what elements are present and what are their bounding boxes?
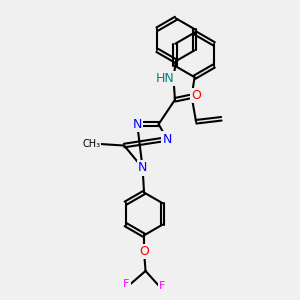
Text: F: F [123, 279, 130, 289]
Text: F: F [159, 281, 166, 291]
Text: HN: HN [156, 72, 175, 85]
Text: N: N [133, 118, 142, 130]
Text: O: O [191, 89, 201, 102]
Text: N: N [138, 161, 147, 174]
Text: CH₃: CH₃ [82, 139, 100, 149]
Text: O: O [139, 245, 149, 258]
Text: N: N [162, 133, 172, 146]
